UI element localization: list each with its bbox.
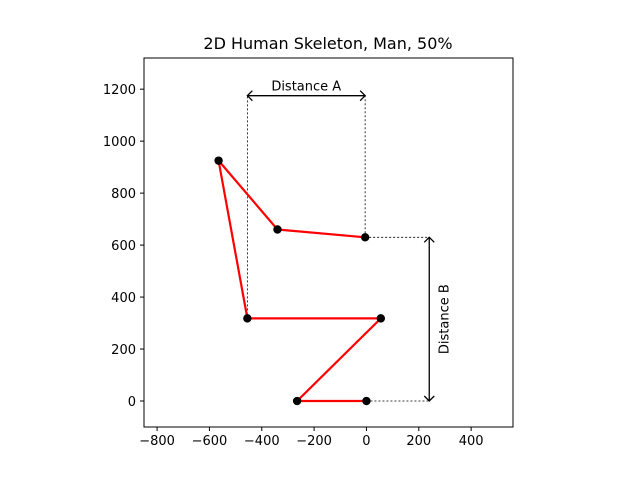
y-axis: 0 200 400 600 800 1000 1200 <box>103 83 144 410</box>
x-tick-label: −200 <box>296 434 332 449</box>
joint-point <box>273 225 282 234</box>
chart-title: 2D Human Skeleton, Man, 50% <box>203 34 452 53</box>
y-tick-label: 1000 <box>103 135 136 150</box>
plot-frame <box>143 57 514 428</box>
plot-area <box>144 58 513 427</box>
x-tick-label: −600 <box>192 434 228 449</box>
x-tick-label: −400 <box>244 434 280 449</box>
arrow-head <box>246 90 253 102</box>
y-tick-label: 600 <box>111 239 136 254</box>
x-tick-label: −800 <box>139 434 175 449</box>
annotation-layer: Distance A Distance B <box>246 80 452 402</box>
x-tick-label: 400 <box>459 434 484 449</box>
y-tick-label: 0 <box>128 395 136 410</box>
arrow-head <box>423 236 435 243</box>
y-tick-label: 1200 <box>103 83 136 98</box>
arrow-head <box>359 90 367 102</box>
x-tick-label: 0 <box>362 434 370 449</box>
distance-b-label: Distance B <box>437 284 452 354</box>
annotation-guides <box>246 95 430 402</box>
joint-point <box>360 233 370 242</box>
joint-point <box>243 314 252 323</box>
joint-point <box>376 314 386 323</box>
joint-point <box>214 156 223 165</box>
y-tick-label: 400 <box>111 291 136 306</box>
arrow-head <box>423 395 435 402</box>
joint-point <box>292 396 302 406</box>
y-tick-label: 200 <box>111 343 136 358</box>
distance-a-label: Distance A <box>271 80 341 95</box>
series-layer <box>214 156 386 406</box>
x-tick-label: 200 <box>406 434 431 449</box>
joint-point <box>362 396 371 406</box>
x-axis: −800 −600 −400 −200 0 200 400 <box>139 427 484 449</box>
y-tick-label: 800 <box>111 187 136 202</box>
